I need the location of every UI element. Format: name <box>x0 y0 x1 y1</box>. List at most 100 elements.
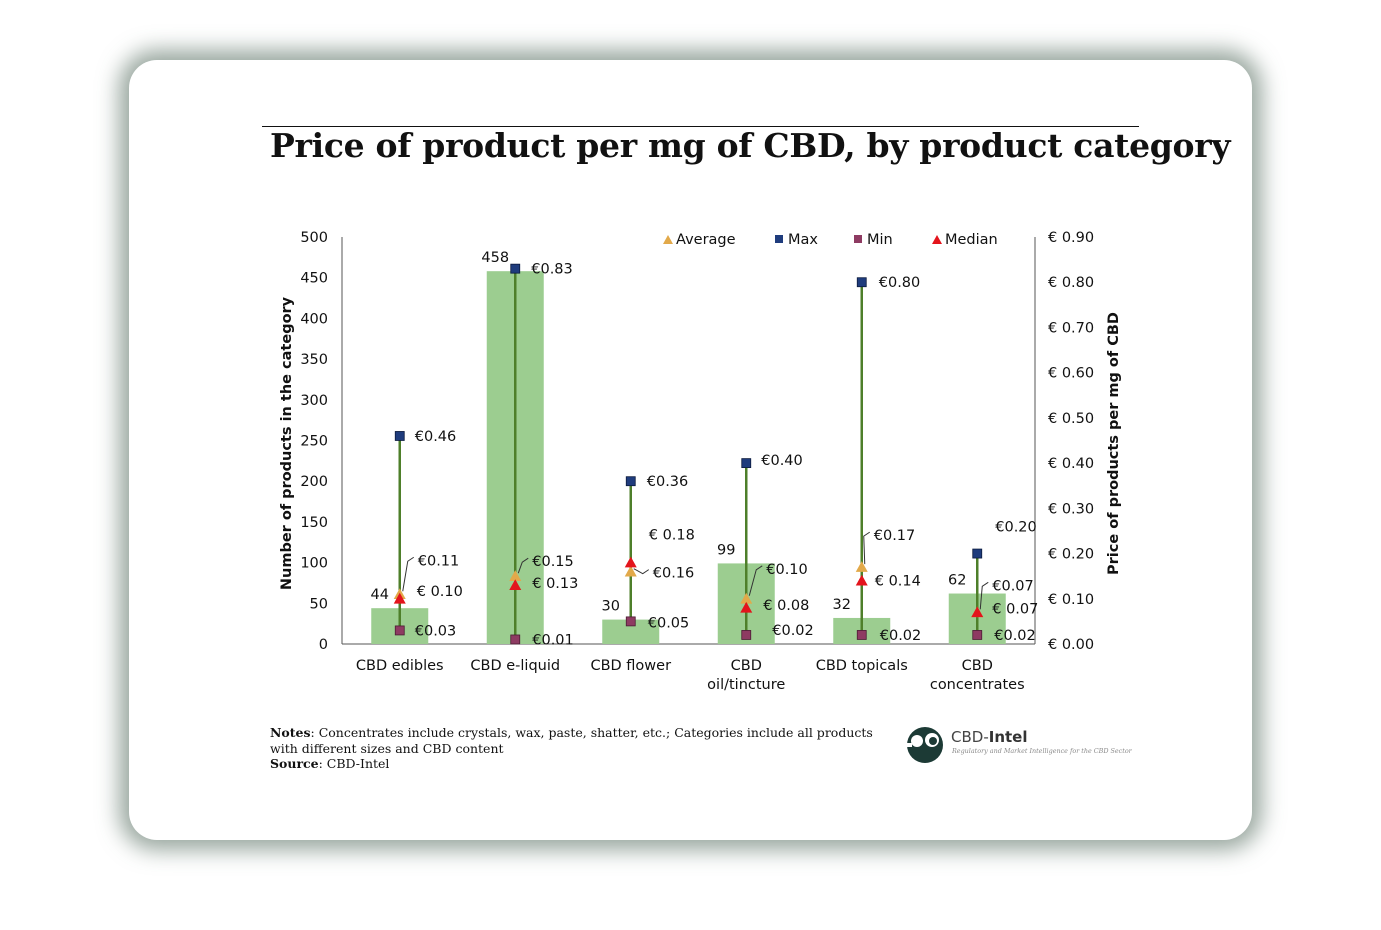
max-label: €0.80 <box>879 275 921 291</box>
y-tick-label: 300 <box>300 393 328 409</box>
min-label: €0.05 <box>648 615 690 631</box>
y-tick-label: 200 <box>300 474 328 490</box>
legend-min-marker <box>854 235 862 243</box>
x-tick-label: CBD edibles <box>356 658 444 674</box>
logo-wordmark: CBD-Intel <box>951 728 1027 746</box>
max-marker <box>741 458 752 469</box>
average-leader <box>402 556 415 592</box>
y2-tick-label: € 0.80 <box>1048 275 1094 291</box>
y-tick-label: 150 <box>300 515 328 531</box>
max-label: €0.20 <box>995 520 1037 536</box>
median-label: € 0.08 <box>763 598 809 614</box>
y-tick-label: 450 <box>300 271 328 287</box>
median-marker <box>393 592 406 604</box>
average-label: €0.17 <box>874 528 916 544</box>
bar-count-label: 44 <box>371 587 389 603</box>
legend-average-label: Average <box>676 232 736 248</box>
bar-count-label: 62 <box>948 573 966 589</box>
chart-title: Price of product per mg of CBD, by produ… <box>270 126 1231 165</box>
legend-min-label: Min <box>867 232 893 248</box>
legend-median-label: Median <box>945 232 998 248</box>
bar-count-label: 32 <box>833 597 851 613</box>
legend-median-marker <box>932 235 942 244</box>
max-marker <box>972 548 983 559</box>
max-marker <box>625 476 636 487</box>
average-label: €0.11 <box>418 553 460 569</box>
min-marker <box>510 634 521 645</box>
median-label: € 0.13 <box>532 576 578 592</box>
average-label: €0.16 <box>653 566 695 582</box>
logo-tagline: Regulatory and Market Intelligence for t… <box>952 747 1132 755</box>
slide-card <box>129 60 1252 840</box>
average-marker <box>624 565 637 577</box>
notes-label: Notes <box>270 725 311 740</box>
average-leader <box>979 581 989 610</box>
max-marker <box>856 277 867 288</box>
min-marker <box>394 625 405 636</box>
median-label: € 0.10 <box>417 584 463 600</box>
average-marker <box>740 592 753 604</box>
average-leader <box>517 557 529 574</box>
min-label: €0.02 <box>772 623 814 639</box>
average-leader <box>863 531 871 565</box>
y-tick-label: 0 <box>319 637 328 653</box>
x-tick-label: concentrates <box>930 677 1025 693</box>
max-marker <box>394 431 405 441</box>
source-label: Source <box>270 756 319 771</box>
median-marker <box>624 556 637 568</box>
y2-tick-label: € 0.00 <box>1048 637 1094 653</box>
title-rule <box>262 126 1139 127</box>
y2-tick-label: € 0.20 <box>1048 547 1094 563</box>
median-marker <box>509 579 522 591</box>
x-tick-label: CBD topicals <box>816 658 908 674</box>
y-tick-label: 400 <box>300 311 328 327</box>
average-label: €0.10 <box>766 562 808 578</box>
y2-tick-label: € 0.30 <box>1048 501 1094 517</box>
y2-tick-label: € 0.40 <box>1048 456 1094 472</box>
logo-name: Intel <box>988 728 1028 746</box>
y-tick-label: 500 <box>300 230 328 246</box>
median-marker <box>740 601 753 613</box>
logo-prefix: CBD- <box>951 728 989 746</box>
x-tick-label: CBD flower <box>590 658 671 674</box>
source-text: : CBD-Intel <box>318 756 390 771</box>
bar-count-label: 458 <box>481 250 509 266</box>
average-marker <box>855 561 868 572</box>
min-marker <box>856 630 867 640</box>
min-label: €0.02 <box>994 628 1036 644</box>
y2-tick-label: € 0.70 <box>1048 320 1094 336</box>
min-marker <box>741 630 752 640</box>
y-tick-label: 100 <box>300 556 328 572</box>
notes-text: : Concentrates include crystals, wax, pa… <box>270 725 873 756</box>
min-label: €0.03 <box>415 623 457 639</box>
x-tick-label: CBD <box>731 658 762 674</box>
average-leader <box>748 565 763 596</box>
y-axis-title: Number of products in the category <box>279 296 295 590</box>
min-marker <box>972 630 983 640</box>
average-label: €0.07 <box>992 578 1034 594</box>
legend-average-marker <box>663 235 673 244</box>
y2-tick-label: € 0.10 <box>1048 592 1094 608</box>
median-label: € 0.14 <box>875 574 921 590</box>
y-tick-label: 50 <box>310 596 328 612</box>
x-tick-label: CBD e-liquid <box>470 658 560 674</box>
x-tick-label: oil/tincture <box>707 677 785 693</box>
chart-notes: Notes: Concentrates include crystals, wa… <box>270 725 890 772</box>
cbd-intel-logo-icon <box>905 727 943 763</box>
average-leader <box>633 568 650 575</box>
median-marker <box>971 606 984 618</box>
y2-tick-label: € 0.60 <box>1048 366 1094 382</box>
max-marker <box>510 263 521 274</box>
y-tick-label: 350 <box>300 352 328 368</box>
min-label: €0.01 <box>532 632 574 648</box>
median-label: € 0.07 <box>992 601 1038 617</box>
max-label: €0.40 <box>761 453 803 469</box>
min-marker <box>625 616 636 627</box>
y2-tick-label: € 0.50 <box>1048 411 1094 427</box>
min-label: €0.02 <box>880 628 922 644</box>
max-label: €0.46 <box>415 429 457 445</box>
bar-count-label: 30 <box>602 599 620 615</box>
x-tick-label: CBD <box>962 658 993 674</box>
median-label: € 0.18 <box>649 528 695 544</box>
